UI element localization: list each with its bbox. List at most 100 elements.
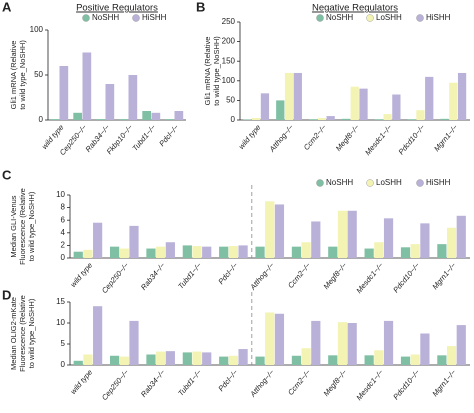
bar — [420, 223, 430, 258]
bar — [350, 86, 359, 120]
chart-title: Negative Regulators — [312, 3, 398, 14]
bar — [192, 246, 202, 258]
bar — [96, 119, 105, 120]
y-axis-label: Gli1 mRNA (Relative — [203, 37, 212, 106]
x-tick-label: wild type — [237, 123, 263, 151]
x-tick-label: Atthog−/− — [267, 122, 296, 154]
x-tick-label: Rab34−/− — [139, 367, 167, 398]
bar — [347, 210, 357, 258]
y-axis-label: to wild type_NoSHH) — [18, 40, 27, 110]
x-tick-label: Atthog−/− — [248, 367, 277, 399]
x-tick-label: Mesdc1−/− — [354, 367, 385, 402]
x-tick-label: Pdcl−/− — [216, 367, 240, 393]
bar — [202, 352, 212, 365]
bar — [142, 111, 151, 120]
panel-letter: D — [2, 287, 11, 302]
y-axis-label: Median GLI-Venus — [9, 195, 18, 257]
x-tick-label: Mgrn1−/− — [432, 122, 460, 153]
y-axis-label: Fluorescence (Relative — [18, 188, 27, 265]
bar — [425, 76, 434, 120]
x-tick-label: Mesdc1−/− — [363, 122, 394, 157]
bar — [328, 246, 338, 258]
bar — [73, 251, 83, 258]
bar — [238, 245, 248, 258]
bar — [274, 204, 285, 258]
bar — [341, 118, 351, 120]
y-tick-label: 5 — [61, 339, 66, 348]
y-tick-label: 0 — [39, 115, 44, 124]
legend-swatch — [366, 179, 374, 187]
bar — [446, 346, 457, 365]
bar — [228, 246, 238, 258]
x-tick-label: Rab34−/− — [139, 260, 167, 291]
bar — [265, 201, 275, 258]
y-tick-label: 100 — [222, 76, 236, 85]
legend-label: HiSHH — [426, 13, 451, 22]
bar — [328, 355, 338, 365]
bar — [347, 323, 357, 365]
bar — [374, 242, 384, 258]
bar — [202, 246, 212, 258]
bar — [128, 75, 138, 120]
bar — [359, 88, 368, 120]
y-tick-label: 6 — [61, 215, 66, 224]
bar — [326, 116, 335, 120]
bar — [284, 72, 294, 120]
bar — [238, 349, 248, 365]
bar — [165, 242, 175, 258]
legend-swatch — [82, 14, 90, 22]
legend-swatch — [132, 14, 140, 22]
bar — [182, 245, 192, 258]
bar — [59, 66, 69, 120]
bar — [146, 248, 156, 258]
bar — [174, 111, 184, 120]
y-axis-label: Gli1 mRNA (Relative — [9, 41, 18, 110]
panel-letter: C — [2, 167, 12, 182]
panel-letter: A — [2, 0, 12, 14]
bar — [456, 325, 466, 365]
y-axis-label: Fluorescence (Relative — [18, 295, 27, 372]
bar — [165, 119, 174, 120]
y-tick-label: 0 — [61, 253, 66, 262]
y-tick-label: 200 — [222, 37, 236, 46]
panel-letter: B — [196, 0, 205, 14]
bar — [392, 94, 401, 120]
x-tick-label: Mgrn1−/− — [430, 367, 458, 398]
x-tick-label: Ccm2−/− — [302, 122, 329, 152]
x-tick-label: Atthog−/− — [248, 260, 277, 292]
x-tick-label: wild type — [69, 368, 95, 396]
bar — [129, 320, 139, 365]
y-tick-label: 4 — [61, 228, 66, 237]
bar — [449, 82, 458, 120]
legend-label: NoSHH — [92, 13, 119, 22]
bar — [105, 84, 115, 120]
x-tick-label: Pdcd10−/− — [391, 260, 422, 294]
bar — [73, 112, 82, 120]
y-tick-label: 15 — [56, 297, 65, 306]
x-tick-label: Cep250−/− — [100, 260, 131, 295]
bar — [228, 355, 238, 365]
bar — [255, 356, 265, 365]
bar — [374, 119, 383, 120]
y-tick-label: 0 — [231, 115, 236, 124]
y-tick-label: 0 — [61, 360, 66, 369]
y-tick-label: 50 — [34, 70, 43, 79]
bar — [309, 119, 318, 120]
x-tick-label: Mesdc1−/− — [354, 260, 385, 295]
bar — [437, 244, 447, 258]
bar — [317, 118, 327, 120]
x-tick-label: Pdcl−/− — [216, 260, 240, 286]
bar — [110, 246, 120, 258]
bar — [156, 351, 166, 365]
x-tick-label: Ccm2−/− — [286, 260, 313, 290]
y-axis-label: Median OLIG2-mKate — [9, 297, 18, 370]
bar — [274, 313, 285, 365]
x-tick-label: Pdcd10−/− — [397, 122, 428, 156]
bar — [50, 119, 59, 120]
bar — [440, 118, 449, 120]
bar — [446, 227, 457, 258]
bar — [420, 333, 430, 365]
y-axis-label: to wild type_NoSHH) — [212, 36, 221, 106]
bar — [400, 247, 411, 258]
